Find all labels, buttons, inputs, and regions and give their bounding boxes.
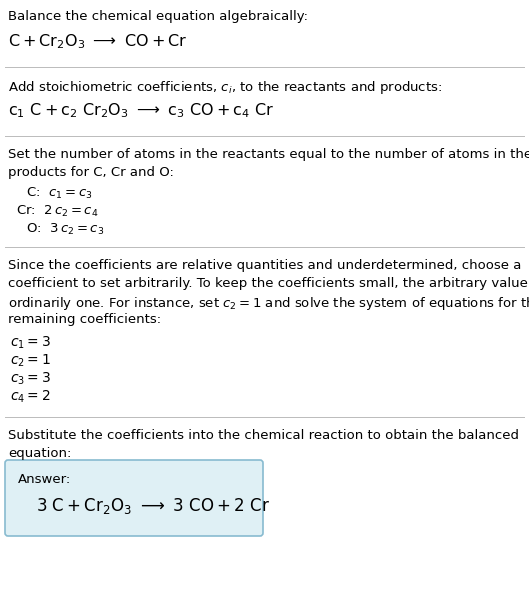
Text: products for C, Cr and O:: products for C, Cr and O:	[8, 166, 174, 179]
FancyBboxPatch shape	[5, 460, 263, 536]
Text: $c_1 = 3$: $c_1 = 3$	[10, 335, 51, 351]
Text: O:  $3\,c_2 = c_3$: O: $3\,c_2 = c_3$	[22, 222, 104, 237]
Text: Cr:  $2\,c_2 = c_4$: Cr: $2\,c_2 = c_4$	[16, 204, 98, 219]
Text: Set the number of atoms in the reactants equal to the number of atoms in the: Set the number of atoms in the reactants…	[8, 148, 529, 161]
Text: Answer:: Answer:	[18, 473, 71, 486]
Text: Since the coefficients are relative quantities and underdetermined, choose a: Since the coefficients are relative quan…	[8, 259, 522, 272]
Text: $c_2 = 1$: $c_2 = 1$	[10, 353, 51, 370]
Text: Add stoichiometric coefficients, $c_i$, to the reactants and products:: Add stoichiometric coefficients, $c_i$, …	[8, 79, 442, 96]
Text: coefficient to set arbitrarily. To keep the coefficients small, the arbitrary va: coefficient to set arbitrarily. To keep …	[8, 277, 529, 290]
Text: $\mathrm{3\ C + Cr_2O_3 \ {\longrightarrow} \ 3\ CO + 2\ Cr}$: $\mathrm{3\ C + Cr_2O_3 \ {\longrightarr…	[36, 496, 270, 516]
Text: Balance the chemical equation algebraically:: Balance the chemical equation algebraica…	[8, 10, 308, 23]
Text: remaining coefficients:: remaining coefficients:	[8, 313, 161, 326]
Text: $c_4 = 2$: $c_4 = 2$	[10, 389, 51, 405]
Text: C:  $c_1 = c_3$: C: $c_1 = c_3$	[22, 186, 93, 201]
Text: $\mathrm{C + Cr_2O_3 \ {\longrightarrow} \ CO + Cr}$: $\mathrm{C + Cr_2O_3 \ {\longrightarrow}…	[8, 32, 187, 51]
Text: $c_3 = 3$: $c_3 = 3$	[10, 371, 51, 387]
Text: equation:: equation:	[8, 447, 71, 460]
Text: ordinarily one. For instance, set $c_2 = 1$ and solve the system of equations fo: ordinarily one. For instance, set $c_2 =…	[8, 295, 529, 312]
Text: $\mathrm{c_1 \ C + c_2 \ Cr_2O_3 \ {\longrightarrow} \ c_3 \ CO + c_4 \ Cr}$: $\mathrm{c_1 \ C + c_2 \ Cr_2O_3 \ {\lon…	[8, 101, 275, 120]
Text: Substitute the coefficients into the chemical reaction to obtain the balanced: Substitute the coefficients into the che…	[8, 429, 519, 442]
